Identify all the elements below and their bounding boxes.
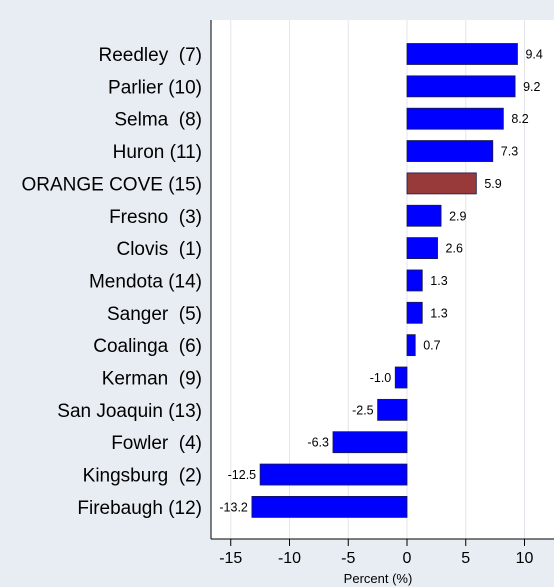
bar [406,237,438,260]
category-label: Firebaugh (12) [77,498,202,519]
category-label: Clovis (1) [116,239,202,260]
category-label: Reedley (7) [99,45,203,66]
bar [251,495,408,518]
category-label: Mendota (14) [89,271,202,292]
x-axis-title: Percent (%) [344,571,413,586]
value-label: -6.3 [307,436,329,450]
bar [406,301,423,324]
category-label: Fowler (4) [111,433,202,454]
value-label: 9.2 [523,80,540,94]
bar [406,107,504,130]
value-label: -12.5 [228,468,257,482]
value-label: 5.9 [484,177,501,191]
bar [406,204,442,227]
value-label: 1.3 [430,274,447,288]
bar [406,334,416,357]
category-label: Huron (11) [113,142,202,163]
bar [406,172,477,195]
x-tick-label: -10 [278,550,301,567]
bar [406,75,516,98]
category-label: Parlier (10) [108,77,202,98]
category-label: Fresno (3) [109,207,202,228]
bar [406,269,423,292]
category-label: Selma (8) [114,110,202,131]
value-label: -1.0 [370,371,392,385]
category-label: San Joaquin (13) [57,401,202,422]
category-label: Sanger (5) [107,304,202,325]
value-label: 1.3 [430,306,447,320]
value-label: 7.3 [501,145,518,159]
value-label: 9.4 [525,48,542,62]
value-label: 2.6 [446,242,463,256]
plot-area [211,20,554,539]
gridlines [230,20,525,539]
bar [332,431,408,454]
category-label: Kerman (9) [102,369,202,390]
category-label: Kingsburg (2) [83,466,202,487]
category-label: Coalinga (6) [93,336,202,357]
x-tick-label: -5 [341,550,355,567]
x-tick-label: 5 [461,550,470,567]
category-labels: Reedley (7) Parlier (10) Selma (8) Huron (1… [21,45,202,519]
bar [377,398,408,421]
x-tick-label: 10 [516,550,534,567]
value-label: 8.2 [511,112,528,126]
bar [259,463,408,486]
bars [251,43,518,518]
x-tick-label: 0 [403,550,412,567]
x-axis-ticks: -15 -10 -5 0 5 10 [219,539,534,567]
bar [406,140,494,162]
x-tick-label: -15 [219,550,242,567]
value-labels: 9.4 9.2 8.2 7.3 5.9 2.9 2.6 1.3 1.3 0.7 -1.0 -2.5 -6… [219,48,542,515]
value-label: 2.9 [449,209,466,223]
bar [394,366,408,389]
value-label: 0.7 [423,339,440,353]
bar [406,43,518,65]
value-label: -13.2 [219,500,248,514]
value-label: -2.5 [352,403,374,417]
category-label: ORANGE COVE (15) [21,174,202,195]
